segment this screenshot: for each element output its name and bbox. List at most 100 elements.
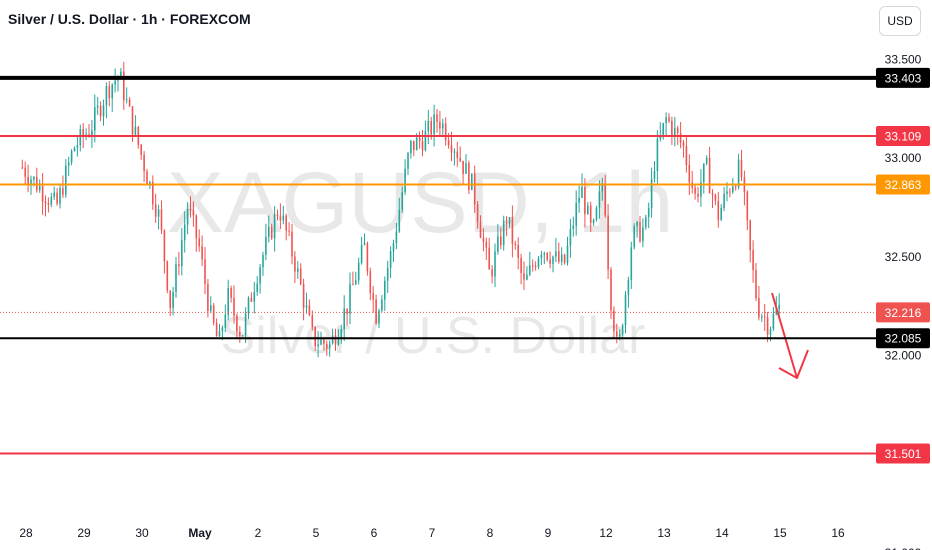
candle-body <box>526 274 528 280</box>
candle-body <box>24 167 26 177</box>
candle-body <box>511 216 514 244</box>
candle-body <box>485 241 488 248</box>
candle-body <box>410 140 412 154</box>
candle-body <box>726 191 728 194</box>
candle-body <box>413 140 415 151</box>
candle-body <box>500 236 502 246</box>
candle-body <box>105 85 108 106</box>
candle-body <box>381 299 383 311</box>
candle-body <box>679 133 682 143</box>
candle-body <box>607 215 609 270</box>
candle-body <box>154 204 157 217</box>
candle-body <box>766 317 769 335</box>
candle-body <box>610 269 612 311</box>
time-axis[interactable]: 28 29 30 May 2 5 6 7 8 9 12 13 14 15 16 <box>19 526 845 540</box>
candle-body <box>662 123 664 135</box>
x-tick-label: 15 <box>773 526 787 540</box>
x-tick-label: May <box>188 526 212 540</box>
currency-button[interactable]: USD <box>879 6 921 36</box>
candle-body <box>430 120 432 135</box>
candle-body <box>447 140 450 146</box>
candle-body <box>401 192 403 210</box>
candle-body <box>694 187 696 194</box>
candle-body <box>708 157 711 194</box>
candle-body <box>308 305 311 316</box>
candle-body <box>366 243 369 272</box>
candle-body <box>33 177 35 180</box>
candle-body <box>415 137 418 151</box>
candle-body <box>73 147 76 151</box>
candle-body <box>172 292 174 308</box>
candle-body <box>494 251 496 277</box>
candle-body <box>697 193 699 197</box>
candle-body <box>102 105 105 117</box>
candle-body <box>653 171 656 179</box>
price-axis[interactable]: 33.500 33.000 32.500 32.000 31.000 <box>885 52 922 550</box>
candle-body <box>621 325 624 335</box>
candle-body <box>407 153 409 169</box>
candle-body <box>340 329 343 338</box>
chart-title: Silver / U.S. Dollar · 1h · FOREXCOM <box>8 11 251 27</box>
candle-body <box>349 284 351 314</box>
symbol-watermark: XAGUSD, 1h Silver / U.S. Dollar <box>167 155 674 365</box>
candle-body <box>50 196 53 205</box>
candle-body <box>630 247 633 280</box>
candle-body <box>163 230 166 262</box>
candle-body <box>111 84 113 99</box>
candle-body <box>207 284 209 311</box>
candle-body <box>157 209 160 217</box>
candle-body <box>128 99 131 107</box>
candle-body <box>270 226 273 239</box>
candle-body <box>56 192 58 204</box>
candle-body <box>375 299 377 324</box>
candle-body <box>650 178 653 209</box>
x-tick-label: 29 <box>77 526 91 540</box>
candle-body <box>291 231 293 257</box>
candle-body <box>288 230 290 232</box>
candle-body <box>674 127 676 137</box>
candle-body <box>149 181 151 184</box>
candle-body <box>195 215 198 239</box>
candle-body <box>618 334 621 337</box>
candle-body <box>404 168 406 193</box>
candle-body <box>537 258 540 268</box>
candle-body <box>676 127 679 134</box>
current-price-tag <box>876 302 930 323</box>
candle-body <box>665 117 667 124</box>
candle-body <box>627 279 630 295</box>
x-tick-label: 9 <box>545 526 552 540</box>
candle-body <box>352 284 354 286</box>
candle-body <box>549 259 551 264</box>
candle-body <box>230 288 232 298</box>
level-price-label: 32.863 <box>885 178 922 192</box>
candle-body <box>363 243 366 246</box>
candle-body <box>276 214 279 217</box>
candle-body <box>62 188 64 195</box>
candle-body <box>326 343 328 349</box>
candle-body <box>616 331 618 337</box>
candle-body <box>534 266 537 268</box>
candle-body <box>302 284 305 308</box>
candle-body <box>772 314 775 329</box>
candle-body <box>729 191 731 193</box>
candle-body <box>166 261 169 291</box>
candle-body <box>737 159 740 187</box>
candle-body <box>720 207 722 221</box>
candle-body <box>294 256 296 272</box>
candle-body <box>108 85 111 99</box>
level-price-tag <box>876 125 930 146</box>
candle-body <box>633 226 635 248</box>
candle-body <box>328 343 331 349</box>
candle-body <box>175 264 177 293</box>
x-tick-label: 7 <box>429 526 436 540</box>
candle-body <box>514 243 517 245</box>
candle-body <box>578 197 580 203</box>
candle-body <box>523 273 525 280</box>
candle-body <box>488 247 490 270</box>
candle-body <box>279 216 282 221</box>
candle-body <box>384 280 386 300</box>
candle-body <box>613 310 615 332</box>
candle-body <box>395 231 398 244</box>
candle-body <box>497 236 499 252</box>
